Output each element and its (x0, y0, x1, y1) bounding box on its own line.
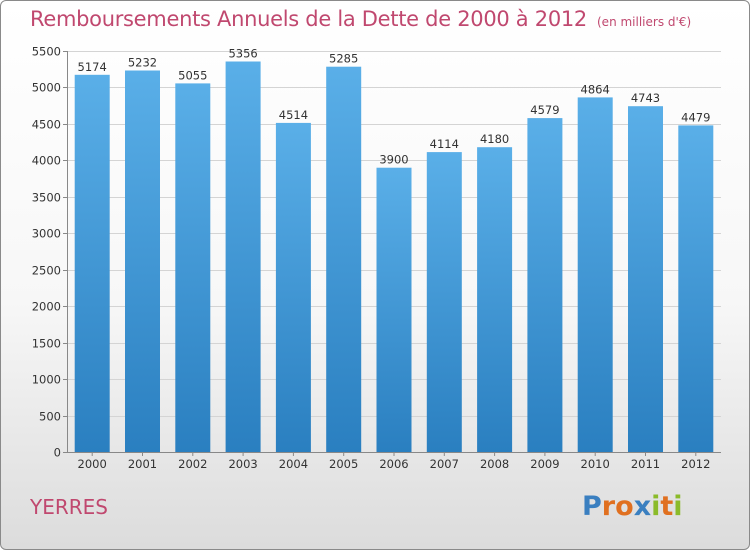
y-tick-label: 1000 (32, 373, 61, 387)
labels: 0 500 1000 1500 2000 2500 3000 3500 4000 4500 5000… (32, 45, 711, 472)
x-tick-label-2007: 2007 (430, 457, 459, 471)
brand-letter: t (660, 491, 674, 522)
y-tick-label: 4500 (32, 118, 61, 132)
value-label-2006: 3900 (379, 153, 408, 167)
x-tick-label-2008: 2008 (480, 457, 509, 471)
value-label-2008: 4180 (480, 132, 509, 146)
value-label-2003: 5356 (228, 47, 257, 61)
y-tick-label: 3500 (32, 191, 61, 205)
bar-2005 (326, 66, 362, 452)
bars (74, 61, 714, 453)
y-tick-label: 3000 (32, 227, 61, 241)
x-tick-label-2005: 2005 (329, 457, 358, 471)
chart-title: Remboursements Annuels de la Dette de 20… (30, 7, 587, 31)
x-tick-label-2003: 2003 (228, 457, 257, 471)
value-label-2002: 5055 (178, 68, 207, 82)
x-tick-label-2006: 2006 (379, 457, 408, 471)
value-label-2012: 4479 (681, 110, 710, 124)
brand-letter: o (615, 491, 634, 522)
x-tick-label-2009: 2009 (530, 457, 559, 471)
value-label-2010: 4864 (581, 82, 610, 96)
x-tick-label-2010: 2010 (581, 457, 610, 471)
x-tick-label-2000: 2000 (78, 457, 107, 471)
y-tick-label: 5500 (32, 45, 61, 59)
brand-letter: r (601, 491, 616, 522)
value-label-2005: 5285 (329, 52, 358, 66)
brand-letter: i (651, 491, 661, 522)
x-tick-label-2001: 2001 (128, 457, 157, 471)
bar-2012 (678, 125, 714, 453)
value-label-2004: 4514 (279, 108, 308, 122)
bar-2004 (275, 122, 311, 453)
y-tick-label: 0 (54, 446, 61, 460)
value-label-2011: 4743 (631, 91, 660, 105)
y-tick-label: 5000 (32, 81, 61, 95)
value-label-2009: 4579 (530, 103, 559, 117)
bar-2008 (477, 147, 513, 452)
chart-subtitle: (en milliers d'€) (597, 15, 692, 29)
value-label-2000: 5174 (78, 60, 107, 74)
bar-2007 (426, 152, 462, 452)
bar-2009 (527, 118, 563, 452)
bar-2011 (628, 106, 663, 452)
y-tick-label: 4000 (32, 154, 61, 168)
axes (63, 51, 721, 456)
y-tick-label: 500 (39, 410, 61, 424)
bar-2002 (175, 83, 211, 453)
bar-2001 (125, 70, 160, 452)
bar-2003 (225, 61, 261, 452)
bar-2006 (376, 167, 412, 452)
x-tick-label-2012: 2012 (681, 457, 710, 471)
x-tick-label-2011: 2011 (631, 457, 660, 471)
proxiti-logo: Proxiti (582, 491, 683, 522)
brand-letter: x (633, 491, 652, 522)
brand-letter: P (582, 491, 602, 522)
value-label-2007: 4114 (430, 137, 459, 151)
x-tick-label-2004: 2004 (279, 457, 308, 471)
y-tick-label: 2000 (32, 300, 61, 314)
bar-2010 (577, 97, 613, 453)
y-tick-label: 1500 (32, 337, 61, 351)
value-label-2001: 5232 (128, 56, 157, 70)
bar-2000 (74, 74, 110, 453)
y-tick-label: 2500 (32, 264, 61, 278)
chart-title-block: Remboursements Annuels de la Dette de 20… (30, 7, 691, 31)
x-tick-label-2002: 2002 (178, 457, 207, 471)
brand-letter: i (673, 491, 683, 522)
city-name: YERRES (30, 495, 108, 519)
